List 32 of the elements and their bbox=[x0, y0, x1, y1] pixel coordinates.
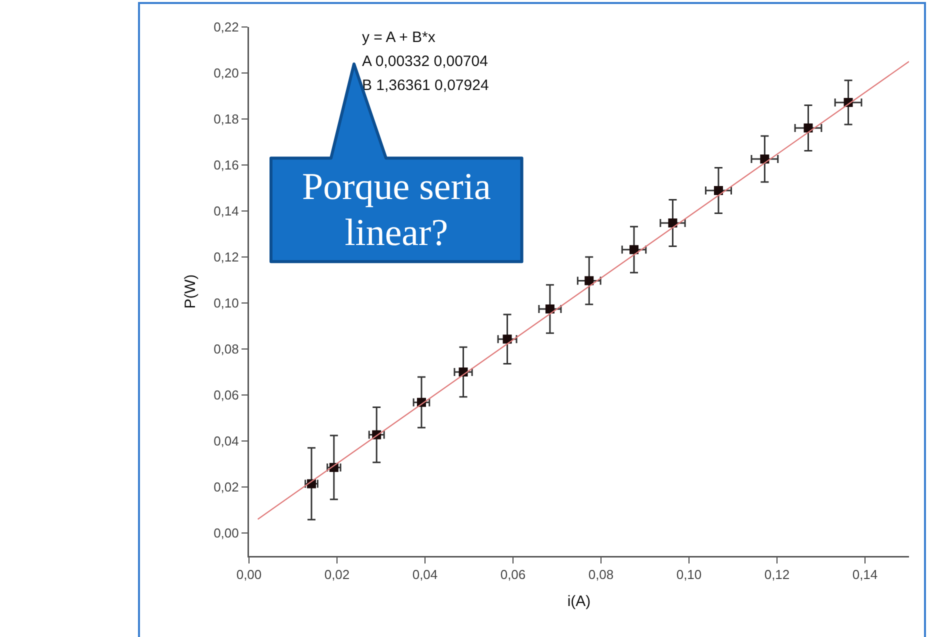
point bbox=[584, 276, 594, 286]
x-tick-label: 0,10 bbox=[676, 567, 702, 582]
y-tick-label: 0,04 bbox=[214, 434, 239, 449]
y-tick-label: 0,14 bbox=[214, 204, 239, 219]
point bbox=[502, 334, 512, 344]
point bbox=[760, 154, 770, 164]
x-tick-label: 0,02 bbox=[324, 567, 350, 582]
y-tick-label: 0,22 bbox=[214, 20, 239, 35]
point bbox=[714, 186, 723, 196]
point bbox=[668, 218, 678, 228]
x-tick-label: 0,04 bbox=[412, 567, 438, 582]
y-axis-title: P(W) bbox=[182, 274, 200, 309]
annotation: y = A + B*x A 0,00332 0,00704 B 1,36361 0,07924 bbox=[362, 28, 489, 96]
x-tick-label: 0,00 bbox=[236, 567, 262, 582]
point bbox=[545, 304, 554, 314]
y-tick-label: 0,02 bbox=[214, 480, 239, 495]
x-axis-title: i(A) bbox=[567, 592, 591, 610]
y-tick-label: 0,06 bbox=[214, 388, 239, 403]
y-tick-label: 0,18 bbox=[214, 112, 239, 127]
x-tick-label: 0,08 bbox=[588, 567, 614, 582]
y-tick-label: 0,12 bbox=[214, 250, 239, 265]
annotation: Porque seria linear? bbox=[300, 164, 492, 256]
y-tick-label: 0,16 bbox=[214, 158, 239, 173]
point bbox=[804, 123, 813, 132]
y-tick-label: 0,00 bbox=[214, 526, 239, 541]
y-tick-label: 0,08 bbox=[214, 342, 239, 357]
point bbox=[630, 245, 638, 254]
x-tick-label: 0,06 bbox=[500, 567, 526, 582]
y-tick-label: 0,20 bbox=[214, 66, 239, 81]
x-tick-label: 0,14 bbox=[852, 567, 878, 582]
x-tick-label: 0,12 bbox=[764, 567, 790, 582]
y-tick-label: 0,10 bbox=[214, 296, 239, 311]
